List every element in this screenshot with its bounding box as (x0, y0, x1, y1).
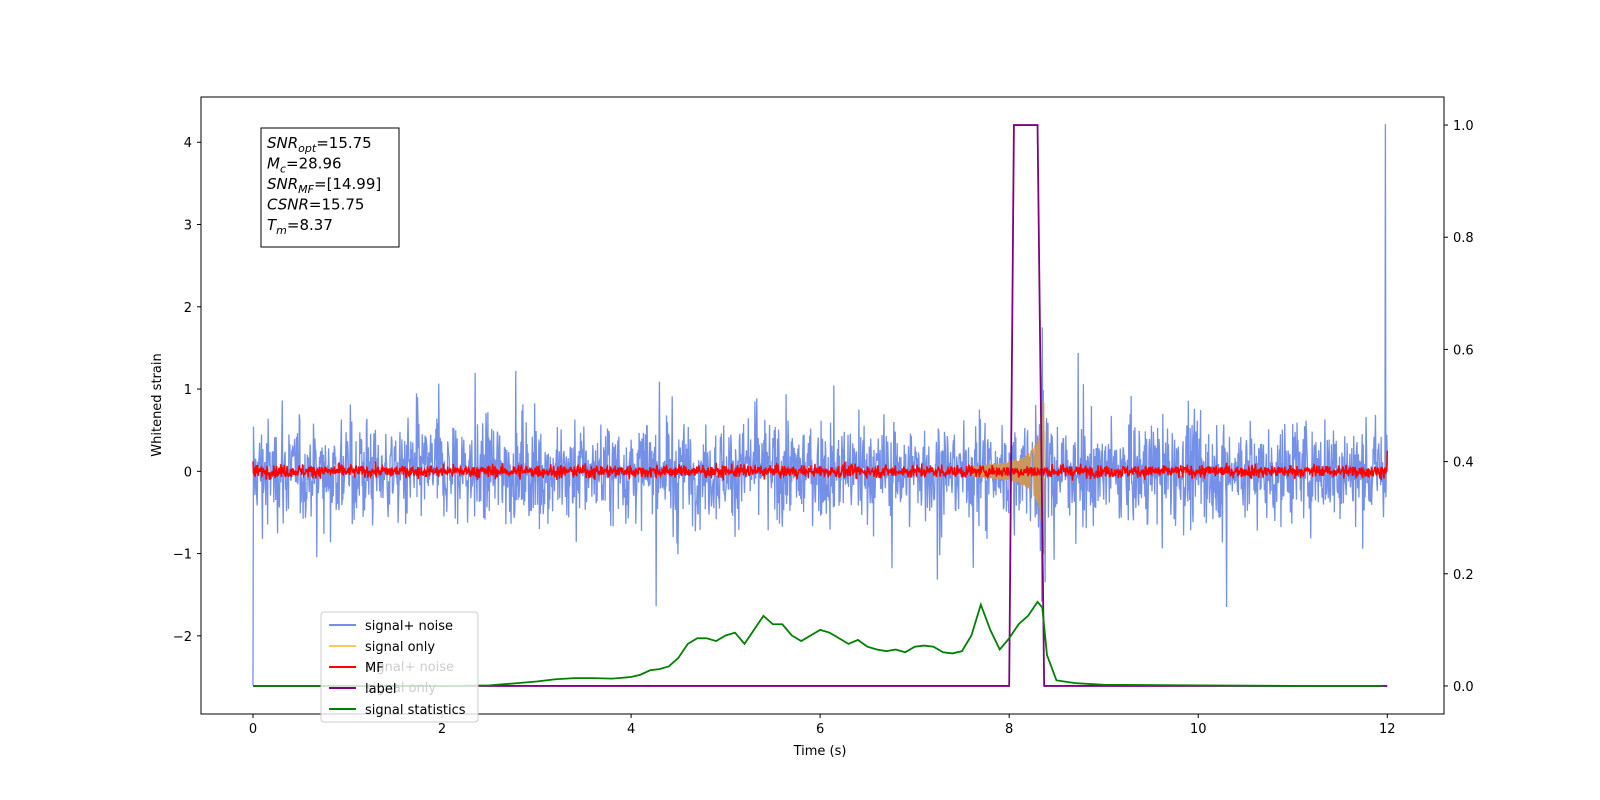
y-tick-label: 2 (184, 301, 192, 316)
info-box-frame (260, 127, 400, 248)
legend-label: signal only (365, 640, 435, 655)
series-label-line (252, 124, 1388, 687)
series-signal-noise-line (252, 124, 1388, 686)
x-tick-label: 2 (438, 722, 446, 737)
x-tick-label: 4 (627, 722, 635, 737)
info-box-row: SNRopt=15.75 (267, 134, 372, 155)
legend-label: signal+ noise (365, 619, 453, 634)
y-tick-label: −1 (173, 548, 192, 563)
x-tick-label: 12 (1379, 722, 1396, 737)
plot-frame (200, 96, 1445, 715)
series-signal-statistics-line (252, 600, 1383, 687)
x-tick-label: 0 (249, 722, 257, 737)
info-box-row: Mc=28.96 (267, 155, 342, 176)
y2-tick-label: 0.0 (1453, 680, 1474, 695)
x-axis-label: Time (s) (793, 744, 847, 759)
legend-label: label (365, 682, 396, 697)
y-axis-label: Whitened strain (150, 353, 165, 456)
x-tick-label: 10 (1190, 722, 1207, 737)
y-tick-label: −2 (173, 630, 192, 645)
plot-area (201, 97, 1444, 714)
legend-frame (320, 611, 479, 723)
x-tick-label: 6 (816, 722, 824, 737)
y2-tick-label: 1.0 (1453, 119, 1474, 134)
series-mf-line (252, 450, 1389, 481)
legend-label: MF (365, 661, 384, 676)
legend-label: signal statistics (365, 703, 466, 718)
y2-tick-label: 0.4 (1453, 456, 1474, 471)
y-tick-label: 0 (184, 465, 192, 480)
y-axis-left-ticks: −2 −1 0 1 2 3 4 (173, 136, 201, 645)
info-box: SNRopt=15.75Mc=28.96SNRMF=[14.99]CSNR=15… (260, 127, 400, 248)
y-axis-right-ticks: 0.0 0.2 0.4 0.6 0.8 1.0 (1444, 119, 1474, 695)
y-tick-label: 4 (184, 136, 192, 151)
series-layer (252, 124, 1389, 687)
y2-tick-label: 0.6 (1453, 343, 1474, 358)
y2-tick-label: 0.2 (1453, 568, 1474, 583)
info-box-row: CSNR=15.75 (267, 196, 364, 214)
y-tick-label: 1 (184, 383, 192, 398)
y-tick-label: 3 (184, 219, 192, 234)
y2-tick-label: 0.8 (1453, 231, 1474, 246)
x-tick-label: 8 (1005, 722, 1013, 737)
info-box-row: Tm=8.37 (267, 216, 333, 237)
info-box-row: SNRMF=[14.99] (267, 175, 381, 196)
